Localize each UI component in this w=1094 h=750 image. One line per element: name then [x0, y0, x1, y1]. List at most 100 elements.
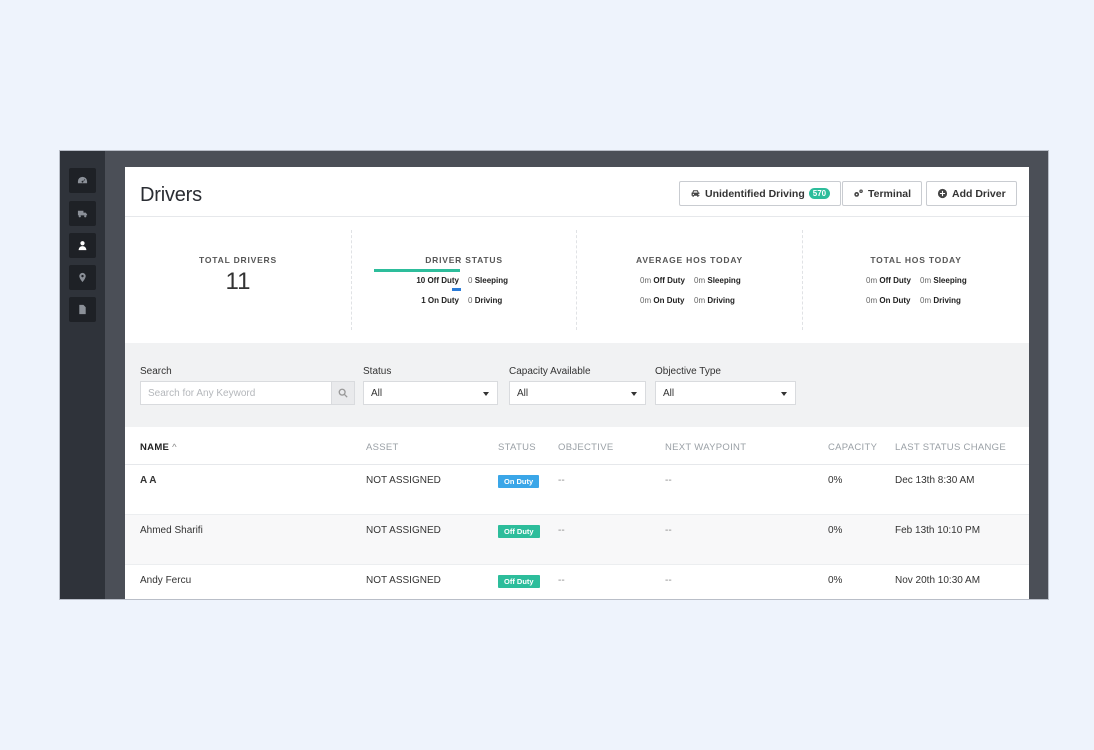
table-header: NAME ^ ASSET STATUS OBJECTIVE NEXT WAYPO… — [125, 427, 1029, 465]
driver-name[interactable]: Andy Fercu — [140, 575, 192, 586]
search-button[interactable] — [332, 381, 355, 405]
column-header-capacity[interactable]: CAPACITY — [828, 442, 878, 453]
driver-status-stat: DRIVER STATUS 10 Off Duty 0 Sleeping 1 O… — [351, 230, 576, 330]
chevron-down-icon — [781, 392, 787, 396]
off-duty-bar — [374, 269, 460, 272]
total-drivers-stat: TOTAL DRIVERS 11 — [125, 230, 351, 330]
driver-objective: -- — [558, 475, 565, 486]
on-duty-count: 1 On Duty — [421, 296, 459, 305]
driving-label: Driving — [474, 296, 503, 305]
driving-count: 0 — [468, 296, 473, 305]
page-header: Drivers Unidentified Driving 570 Termina… — [125, 167, 1029, 217]
search-input[interactable]: Search for Any Keyword — [140, 381, 332, 405]
column-header-last-status-change[interactable]: LAST STATUS CHANGE — [895, 442, 1006, 453]
driver-objective: -- — [558, 525, 565, 536]
column-header-status[interactable]: STATUS — [498, 442, 536, 453]
avg-on-duty: 0m On Duty — [640, 296, 684, 305]
add-driver-label: Add Driver — [952, 187, 1006, 200]
driver-next-waypoint: -- — [665, 575, 672, 586]
sleeping-label: Sleeping — [474, 276, 509, 285]
column-header-name[interactable]: NAME ^ — [140, 442, 177, 453]
total-driving-label: Driving — [933, 296, 961, 305]
driver-objective: -- — [558, 575, 565, 586]
driver-last-status-change: Nov 20th 10:30 AM — [895, 575, 981, 586]
terminal-button[interactable]: Terminal — [842, 181, 922, 206]
column-header-next-waypoint[interactable]: NEXT WAYPOINT — [665, 442, 747, 453]
table-row[interactable]: Andy Fercu NOT ASSIGNED Off Duty -- -- 0… — [125, 565, 1029, 599]
unidentified-driving-button[interactable]: Unidentified Driving 570 — [679, 181, 842, 206]
sidebar-item-drivers[interactable] — [69, 233, 96, 258]
total-sleeping-label: Sleeping — [933, 276, 967, 285]
user-icon — [78, 241, 87, 251]
total-sleeping-value: 0m — [920, 276, 932, 285]
page-title: Drivers — [140, 184, 202, 206]
terminal-label: Terminal — [868, 187, 911, 200]
avg-on-duty-value: 0m — [640, 296, 652, 305]
total-driving-value: 0m — [920, 296, 932, 305]
total-drivers-title: TOTAL DRIVERS — [199, 255, 277, 265]
sidebar-item-dashboard[interactable] — [69, 168, 96, 193]
total-on-duty-label: On Duty — [879, 296, 911, 305]
objective-filter-select[interactable]: All — [655, 381, 796, 405]
total-drivers-value: 11 — [225, 268, 251, 295]
total-off-duty: 0m Off Duty — [866, 276, 911, 285]
driver-status-title: DRIVER STATUS — [425, 255, 503, 265]
capacity-filter-select[interactable]: All — [509, 381, 646, 405]
driver-next-waypoint: -- — [665, 525, 672, 536]
avg-sleeping-value: 0m — [694, 276, 706, 285]
unidentified-count-badge: 570 — [808, 188, 831, 199]
status-badge: Off Duty — [498, 525, 540, 538]
sidebar-item-reports[interactable] — [69, 297, 96, 322]
unidentified-driving-label: Unidentified Driving — [705, 187, 805, 200]
sidebar-item-fleet[interactable] — [69, 201, 96, 226]
gears-icon — [854, 189, 863, 197]
total-on-duty: 0m On Duty — [866, 296, 910, 305]
status-filter-value: All — [371, 387, 383, 399]
column-name-label: NAME — [140, 442, 170, 453]
app-window: Drivers Unidentified Driving 570 Termina… — [59, 150, 1049, 600]
sleeping-count: 0 — [468, 276, 473, 285]
driving-stat: 0 Driving — [468, 296, 502, 305]
driver-name[interactable]: Ahmed Sharifi — [140, 525, 203, 536]
search-label: Search — [140, 366, 172, 377]
driver-next-waypoint: -- — [665, 475, 672, 486]
sidebar-item-locations[interactable] — [69, 265, 96, 290]
avg-driving-label: Driving — [707, 296, 735, 305]
driver-capacity: 0% — [828, 475, 843, 486]
sidebar — [60, 151, 105, 599]
truck-icon — [77, 210, 88, 218]
total-on-duty-value: 0m — [866, 296, 878, 305]
drivers-panel: Drivers Unidentified Driving 570 Termina… — [125, 167, 1029, 599]
driver-last-status-change: Feb 13th 10:10 PM — [895, 525, 981, 536]
avg-sleeping: 0m Sleeping — [694, 276, 741, 285]
total-off-duty-value: 0m — [866, 276, 878, 285]
total-hos-title: TOTAL HOS TODAY — [870, 255, 962, 265]
objective-filter-label: Objective Type — [655, 366, 721, 377]
column-header-objective[interactable]: OBJECTIVE — [558, 442, 614, 453]
table-row[interactable]: A A NOT ASSIGNED On Duty -- -- 0% Dec 13… — [125, 465, 1029, 515]
total-off-duty-label: Off Duty — [879, 276, 911, 285]
on-duty-bar — [452, 288, 461, 291]
map-pin-icon — [79, 272, 86, 283]
average-hos-title: AVERAGE HOS TODAY — [636, 255, 743, 265]
stats-summary: TOTAL DRIVERS 11 DRIVER STATUS 10 Off Du… — [125, 218, 1029, 343]
chevron-down-icon — [631, 392, 637, 396]
off-duty-count: 10 Off Duty — [416, 276, 459, 285]
driver-name[interactable]: A A — [140, 475, 157, 486]
capacity-filter-label: Capacity Available — [509, 366, 591, 377]
avg-on-duty-label: On Duty — [653, 296, 685, 305]
avg-off-duty-label: Off Duty — [653, 276, 685, 285]
column-header-asset[interactable]: ASSET — [366, 442, 399, 453]
status-badge: Off Duty — [498, 575, 540, 588]
driver-asset: NOT ASSIGNED — [366, 475, 441, 486]
add-driver-button[interactable]: Add Driver — [926, 181, 1017, 206]
average-hos-stat: AVERAGE HOS TODAY 0m Off Duty 0m Sleepin… — [576, 230, 802, 330]
car-icon — [691, 190, 700, 197]
driver-asset: NOT ASSIGNED — [366, 525, 441, 536]
document-icon — [79, 304, 86, 315]
status-filter-select[interactable]: All — [363, 381, 498, 405]
avg-driving-value: 0m — [694, 296, 706, 305]
avg-off-duty-value: 0m — [640, 276, 652, 285]
objective-filter-value: All — [663, 387, 675, 399]
table-row[interactable]: Ahmed Sharifi NOT ASSIGNED Off Duty -- -… — [125, 515, 1029, 565]
